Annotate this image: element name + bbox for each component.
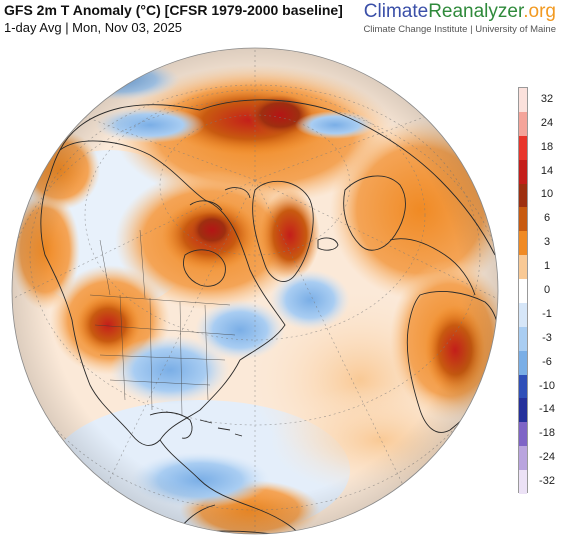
color-scale-segment (519, 326, 527, 352)
color-scale-label: -1 (542, 307, 552, 320)
color-scale-label: 0 (543, 284, 551, 296)
color-scale-segment (519, 135, 527, 161)
color-scale-label: 18 (540, 140, 554, 153)
brand-subtitle: Climate Change Institute | University of… (363, 24, 556, 35)
brand-name-org: .org (523, 1, 556, 22)
color-scale-segment (519, 255, 527, 280)
map-subtitle: 1-day Avg | Mon, Nov 03, 2025 (4, 20, 183, 35)
color-scale-segment (519, 88, 527, 113)
color-scale-label: 1 (543, 260, 551, 273)
color-scale-label: 3 (543, 236, 551, 249)
color-scale-segment (519, 207, 527, 232)
color-scale-label: -10 (539, 379, 555, 392)
brand-name-climate: Climate (363, 1, 429, 22)
color-scale-label: 14 (540, 164, 554, 177)
color-scale-legend: 32 24 18 14 10 6 3 1 0 -1 -3 -6 -10 -14 -18 -24 -32 (518, 87, 562, 495)
anomaly-globe-map (11, 47, 499, 535)
color-scale-segment (519, 446, 527, 471)
color-scale-label: -14 (539, 403, 555, 416)
color-scale-label: 32 (540, 92, 554, 105)
brand-logo[interactable]: ClimateReanalyzer.org Climate Change Ins… (363, 1, 556, 35)
color-scale-segment (519, 302, 527, 328)
globe-outline (11, 47, 499, 535)
color-scale-segment (519, 111, 527, 137)
anomaly-field (12, 48, 498, 534)
color-scale-segment (519, 422, 527, 447)
color-scale-label: -18 (539, 427, 555, 440)
color-scale-label: 10 (540, 188, 554, 201)
brand-name: ClimateReanalyzer.org (363, 1, 556, 22)
color-scale-label: 6 (543, 212, 551, 225)
color-scale-segment (519, 374, 527, 399)
color-scale-segment (519, 279, 527, 304)
color-scale-label: -32 (539, 475, 555, 488)
color-scale-bar (518, 87, 528, 495)
color-scale-segment (519, 159, 527, 185)
color-scale-label: -3 (542, 331, 552, 344)
brand-name-reanalyzer: Reanalyzer (428, 1, 524, 22)
color-scale-label: -24 (539, 451, 555, 464)
color-scale-segment (519, 231, 527, 256)
color-scale-segment (519, 350, 527, 376)
color-scale-label: -6 (542, 355, 552, 368)
color-scale-segment (519, 398, 527, 423)
color-scale-label: 24 (540, 116, 554, 129)
color-scale-segment (519, 183, 527, 208)
color-scale-segment (519, 470, 527, 495)
map-title: GFS 2m T Anomaly (°C) [CFSR 1979-2000 ba… (4, 2, 343, 18)
